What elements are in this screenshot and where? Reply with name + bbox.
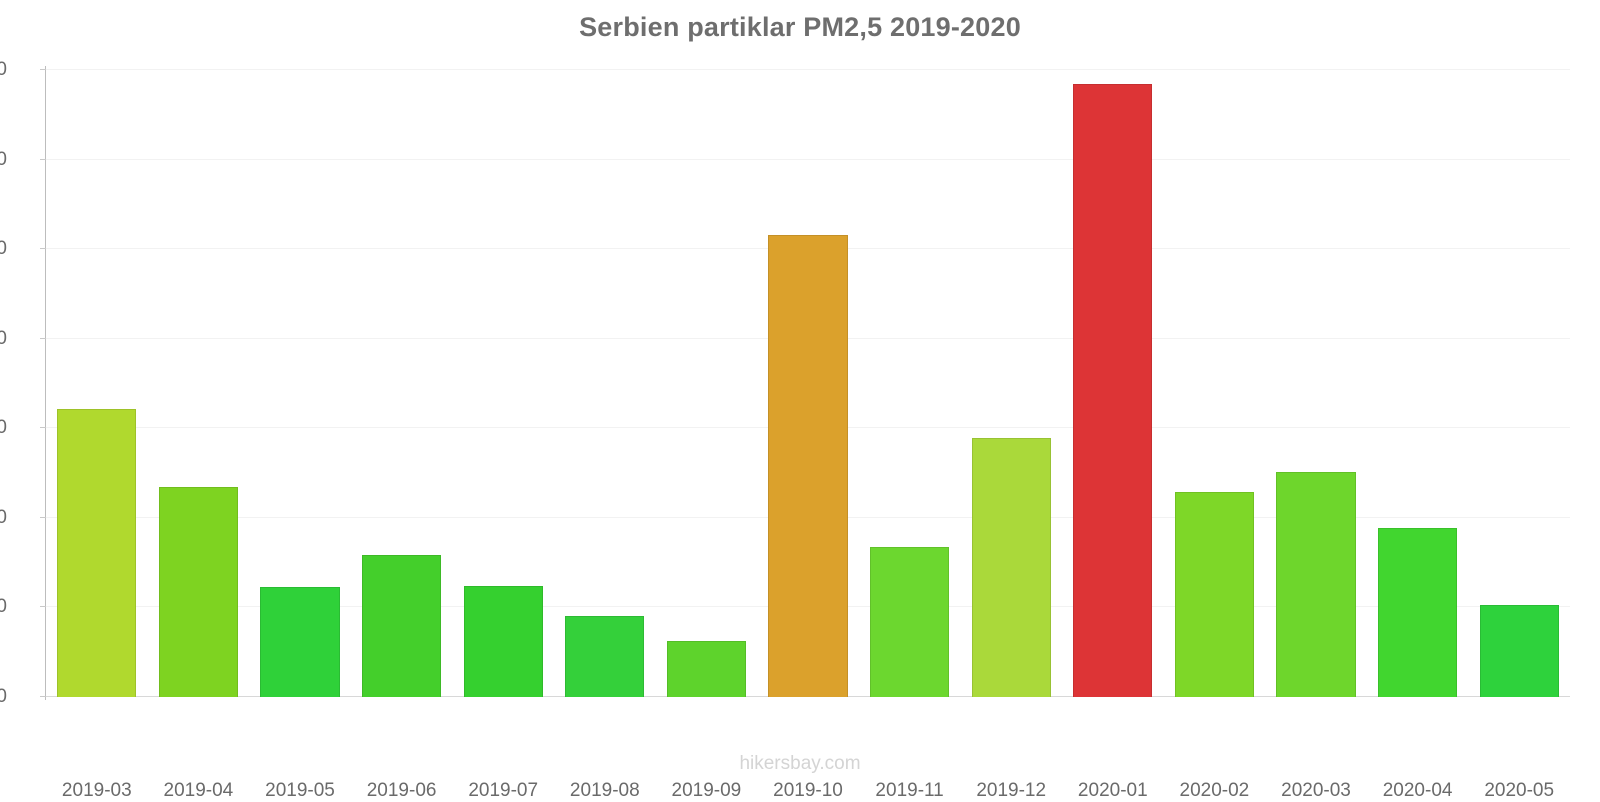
bar[interactable] [565,615,645,697]
source-watermark: hikersbay.com [739,753,861,774]
y-axis-tick-mark [40,696,46,697]
bar[interactable] [1276,472,1356,697]
y-axis-tick-mark [40,69,46,70]
bar[interactable] [1479,604,1559,697]
y-axis-tick-mark [40,337,46,339]
bar[interactable] [666,641,746,697]
y-axis-tick-label: 60 [0,148,7,170]
bar[interactable] [1377,527,1458,697]
y-axis-tick-mark [40,158,46,160]
y-axis-tick-label: 0 [0,686,7,707]
bar[interactable] [57,409,137,697]
x-axis-tick-label: 2020-02 [1179,780,1250,801]
y-axis-tick-label: 30 [0,417,7,439]
y-axis-tick-mark [40,606,46,608]
y-axis-tick-mark [40,248,46,250]
x-axis-tick-label: 2019-04 [163,780,234,801]
x-axis-tick-label: 2019-11 [875,780,944,801]
x-axis-tick-label: 2019-06 [366,780,437,801]
bar[interactable] [158,487,238,697]
x-axis-tick-label: 2019-10 [773,780,843,801]
bar[interactable] [463,585,543,697]
y-axis-line [45,66,46,700]
gridline-70 [46,69,1570,70]
bar[interactable] [869,547,950,697]
y-axis-tick-mark [40,427,46,429]
x-axis-tick-label: 2019-08 [569,780,640,801]
x-axis-tick-label: 2019-09 [671,780,742,801]
x-axis-tick-label: 2019-03 [61,780,132,801]
x-axis-tick-label: 2020-03 [1281,780,1351,801]
plot-area: 0 10 20 30 40 50 60 70 2019-03 2019-04 2019-05 2019… [0,59,1570,801]
bar[interactable] [1073,84,1153,697]
page-title: Serbien partiklar PM2,5 2019-2020 [579,12,1021,42]
y-axis-tick-label: 70 [0,59,7,80]
y-axis-tick-label: 20 [0,506,7,528]
x-axis-tick-label: 2020-04 [1382,780,1453,801]
y-axis-tick-label: 40 [0,327,7,349]
x-axis-tick-label: 2020-05 [1484,780,1555,801]
y-axis-tick-label: 50 [0,238,7,260]
x-axis-tick-label: 2019-05 [265,780,335,801]
bar[interactable] [768,234,848,697]
x-axis-tick-label: 2019-07 [468,780,539,801]
x-axis-tick-label: 2020-01 [1077,780,1148,801]
y-axis-tick-label: 10 [0,596,7,618]
bar[interactable] [260,586,340,697]
y-axis-tick-mark [40,516,46,518]
x-axis-tick-label: 2019-12 [976,780,1047,801]
bar[interactable] [1174,491,1254,697]
bar[interactable] [361,554,442,697]
gridline-60 [46,158,1570,160]
bar[interactable] [971,438,1051,697]
